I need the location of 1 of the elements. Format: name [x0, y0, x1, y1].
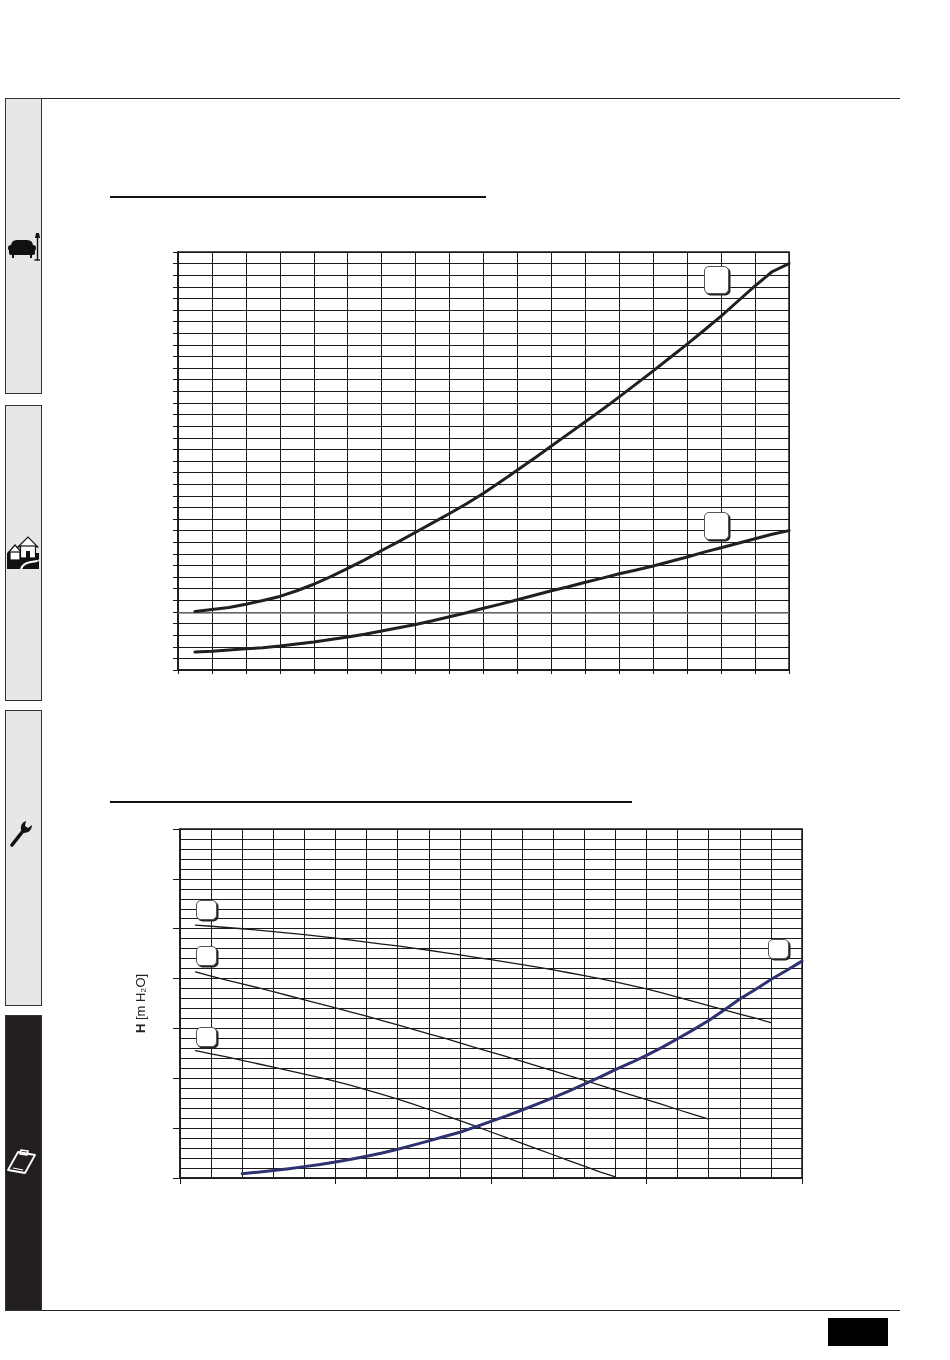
y-axis-title: H [m H₂O] — [133, 973, 148, 1034]
